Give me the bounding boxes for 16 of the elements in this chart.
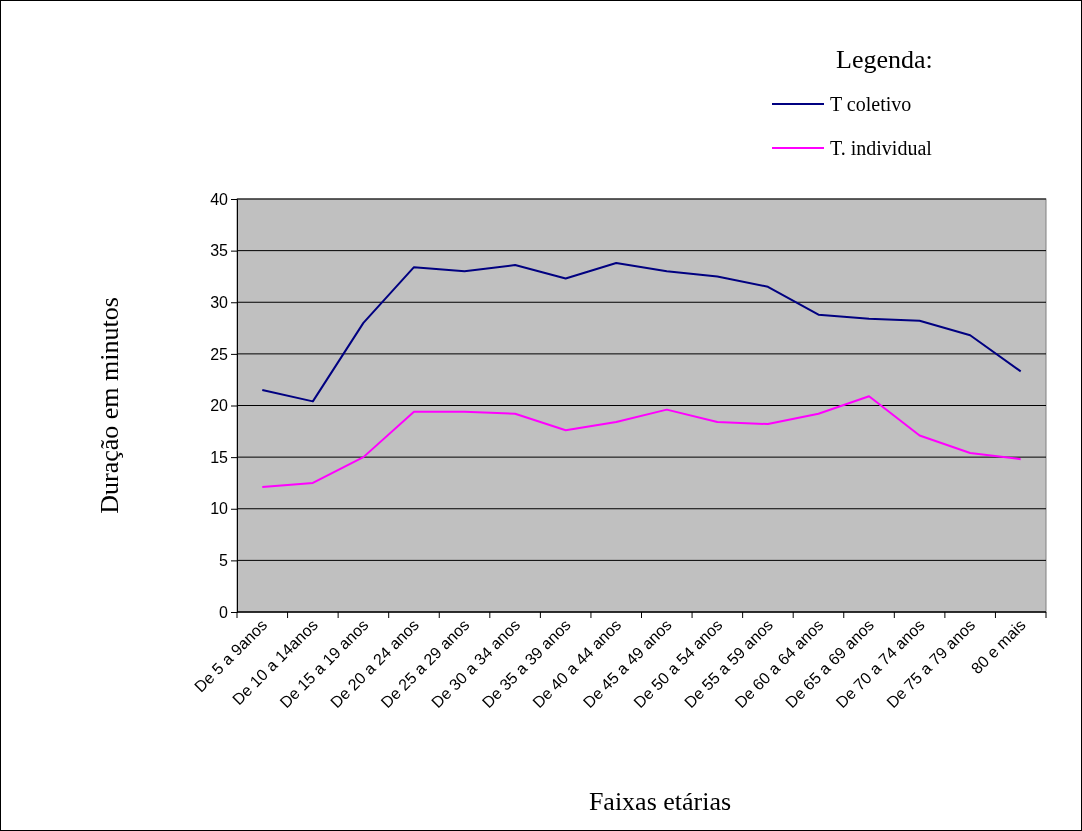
y-tick-label: 35 (210, 242, 229, 260)
legend-title: Legenda: (836, 45, 933, 74)
y-tick-label: 15 (210, 448, 229, 466)
y-tick-label: 30 (210, 293, 229, 311)
y-tick-label: 10 (210, 500, 229, 518)
legend-label: T coletivo (830, 93, 912, 115)
y-axis-title: Duração em minutos (95, 297, 124, 514)
y-tick-label: 0 (219, 603, 229, 621)
legend-label: T. individual (830, 137, 933, 159)
y-tick-label: 40 (210, 190, 229, 208)
line-series (261, 262, 1022, 403)
line-series (261, 395, 1022, 489)
y-tick-label: 5 (219, 551, 229, 569)
y-tick-label: 20 (210, 397, 229, 415)
x-axis-title: Faixas etárias (588, 787, 732, 816)
y-tick-label: 25 (210, 345, 229, 363)
